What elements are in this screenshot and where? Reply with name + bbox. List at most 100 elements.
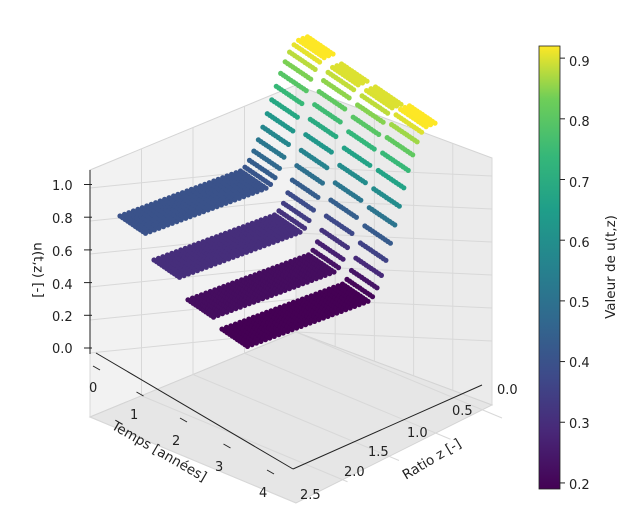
data-point	[276, 165, 282, 171]
colorbar	[538, 45, 561, 490]
x-tick	[179, 417, 188, 423]
data-point	[301, 225, 308, 231]
data-point	[371, 146, 377, 152]
y-tick-labels: 0.0 0.5 1.0 1.5 2.0 2.5	[300, 383, 518, 503]
y-tick-label: 0.5	[452, 404, 473, 419]
grid-line	[295, 331, 493, 342]
data-point	[281, 154, 287, 160]
grid-line	[244, 352, 451, 440]
data-point	[374, 285, 380, 291]
colorbar-tick-labels: 0.2 0.3 0.4 0.5 0.6 0.7 0.8 0.9	[569, 55, 590, 493]
data-point	[335, 265, 342, 271]
colorbar-ticks	[560, 57, 565, 484]
data-point	[333, 133, 339, 140]
data-point	[378, 272, 384, 278]
axes	[84, 170, 483, 475]
z-tick-label: 0.8	[52, 212, 73, 227]
data-point	[297, 229, 303, 235]
data-point	[369, 294, 376, 300]
data-point	[365, 298, 371, 304]
colorbar-tick-label: 0.9	[569, 55, 590, 70]
data-point	[263, 185, 269, 191]
data-point	[330, 51, 336, 57]
data-point	[358, 197, 364, 203]
x-tick	[223, 443, 231, 449]
data-point	[337, 119, 343, 125]
y-tick-label: 0.0	[497, 383, 518, 398]
data-point	[328, 149, 334, 155]
data-point	[310, 207, 316, 213]
y-tick-label: 2.5	[300, 488, 321, 503]
data-point	[410, 152, 416, 158]
grid-line	[295, 331, 503, 419]
data-point	[385, 110, 391, 116]
grid-line	[89, 416, 297, 504]
x-tick	[266, 469, 275, 475]
data-point	[342, 106, 348, 112]
data-point	[324, 165, 330, 171]
data-point	[376, 131, 382, 137]
data-point	[303, 88, 309, 94]
data-point	[294, 114, 300, 120]
data-point	[364, 78, 370, 84]
data-point	[344, 244, 350, 251]
data-point	[401, 185, 407, 191]
data-point	[398, 101, 404, 107]
data-point	[362, 180, 368, 186]
colorbar-label: Valeur de u(t,z)	[603, 215, 619, 319]
x-axis-line	[95, 352, 294, 470]
data-point	[392, 222, 398, 228]
grid-line	[192, 374, 400, 461]
data-point	[312, 66, 318, 72]
x-tick-label: 4	[259, 486, 267, 501]
colorbar-tick-label: 0.6	[569, 236, 590, 251]
z-tick-label: 0.4	[52, 278, 73, 293]
y-tick-label: 1.5	[368, 445, 389, 460]
x-tick-labels: 0 1 2 3 4	[89, 381, 267, 501]
grid-line	[141, 395, 348, 483]
data-point	[315, 194, 321, 200]
z-axis-label: u(t,z) [-]	[30, 242, 46, 297]
data-point	[351, 87, 357, 93]
z-tick-label: 0.2	[52, 310, 73, 325]
x-tick-label: 0	[89, 381, 97, 396]
colorbar-tick-label: 0.3	[569, 417, 590, 432]
data-point	[306, 217, 312, 224]
data-point	[353, 214, 359, 220]
data-point	[380, 119, 386, 125]
data-points	[117, 34, 438, 349]
z-tick-label: 0.0	[52, 342, 73, 357]
data-point	[319, 180, 325, 186]
data-point	[340, 256, 346, 262]
data-point	[432, 120, 438, 126]
colorbar-tick-label: 0.5	[569, 296, 590, 311]
colorbar-tick-label: 0.2	[569, 478, 590, 493]
colorbar-tick-label: 0.8	[569, 115, 590, 130]
data-point	[331, 269, 337, 275]
data-point	[396, 203, 402, 209]
x-tick	[136, 391, 144, 397]
data-point	[387, 240, 393, 246]
data-point	[267, 181, 274, 187]
data-point	[367, 162, 373, 168]
data-point	[419, 129, 425, 135]
data-point	[405, 167, 411, 173]
y-tick-label: 1.0	[407, 426, 428, 441]
data-point	[308, 76, 314, 82]
data-point	[285, 141, 291, 147]
y-tick-label: 2.0	[344, 465, 365, 480]
x-tick	[92, 365, 101, 371]
data-point	[383, 257, 389, 263]
data-point	[317, 59, 323, 65]
z-tick-label: 1.0	[52, 179, 73, 194]
x-tick-label: 2	[172, 434, 180, 449]
data-point	[299, 100, 305, 107]
z-tick-label: 0.6	[52, 245, 73, 260]
x-tick-label: 3	[215, 460, 223, 475]
z-tick-labels: 0.0 0.2 0.4 0.6 0.8 1.0	[52, 179, 73, 357]
data-point	[290, 128, 296, 134]
data-point	[349, 230, 355, 236]
x-tick-label: 1	[130, 408, 138, 423]
